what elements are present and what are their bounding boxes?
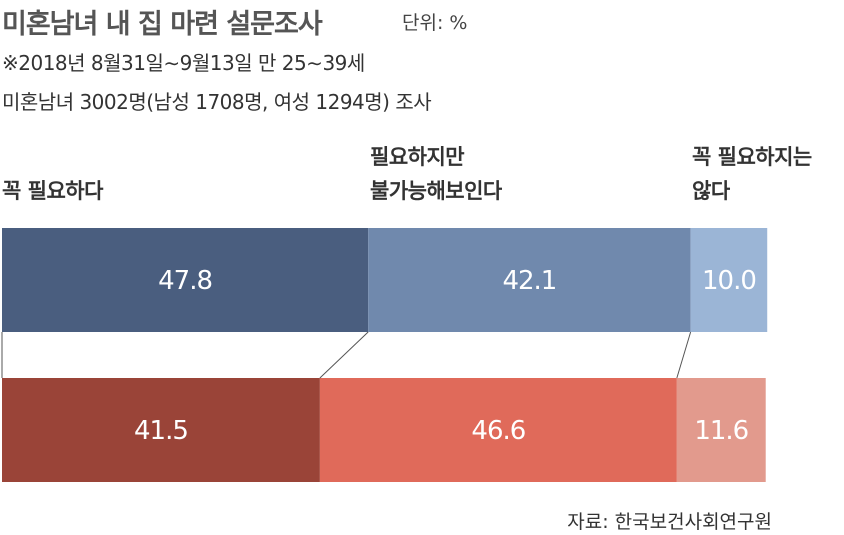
bar-segment-row2-3 <box>676 378 766 482</box>
bar-segment-row1-1 <box>2 228 369 332</box>
category-label-not-needed-line-1: 꼭 필요하지는 <box>692 145 812 169</box>
category-label-needed-line-1: 꼭 필요하다 <box>2 179 103 203</box>
bar-segment-row1-2 <box>368 228 691 332</box>
data-label-row2-2: 46.6 <box>471 416 525 446</box>
unit-label: 단위: % <box>402 12 468 34</box>
bar-segment-row2-2 <box>319 378 677 482</box>
source-note: 자료: 한국보건사회연구원 <box>567 511 772 533</box>
chart-title: 미혼남녀 내 집 마련 설문조사 <box>2 9 323 40</box>
data-label-row2-1: 41.5 <box>134 416 188 446</box>
category-label-not-needed: 꼭 필요하지는 않다 <box>692 140 844 208</box>
bar-segment-row2-1 <box>2 378 320 482</box>
bar-segment-row1-3 <box>690 228 768 332</box>
category-label-needed: 꼭 필요하다 <box>2 174 332 208</box>
category-label-not-needed-line-2: 않다 <box>692 179 730 203</box>
connector-line-2 <box>319 331 369 379</box>
survey-sample-note: 미혼남녀 3002명(남성 1708명, 여성 1294명) 조사 <box>2 90 432 114</box>
data-label-row1-3: 10.0 <box>702 266 756 296</box>
survey-period-note: ※2018년 8월31일∼9월13일 만 25∼39세 <box>2 51 365 75</box>
category-label-needed-but-impossible-line-1: 필요하지만 <box>370 145 465 169</box>
category-label-needed-but-impossible-line-2: 불가능해보인다 <box>370 179 502 203</box>
data-label-row2-3: 11.6 <box>694 416 748 446</box>
data-label-row1-2: 42.1 <box>502 266 556 296</box>
data-label-row1-1: 47.8 <box>158 266 212 296</box>
connector-line-3 <box>676 331 692 379</box>
category-label-needed-but-impossible: 필요하지만 불가능해보인다 <box>370 140 700 208</box>
